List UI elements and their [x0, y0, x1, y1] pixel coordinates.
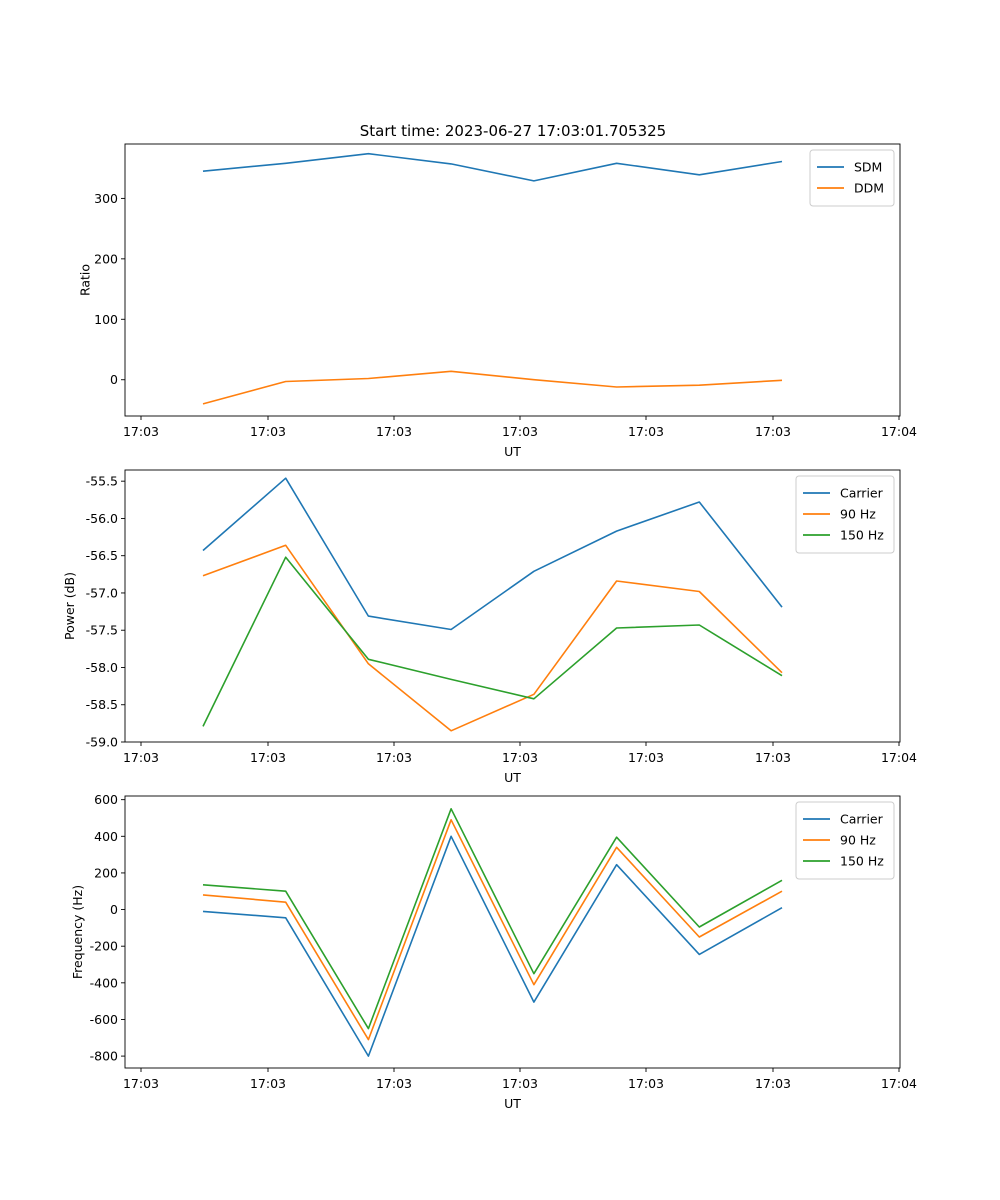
- y-tick-label: 0: [110, 372, 118, 387]
- x-tick-label: 17:03: [250, 1076, 286, 1091]
- x-tick-label: 17:03: [628, 750, 664, 765]
- x-axis-label: UT: [504, 444, 521, 459]
- x-tick-label: 17:03: [250, 424, 286, 439]
- axes-frame: [124, 469, 901, 743]
- y-tick-label: 0: [110, 902, 118, 917]
- x-tick-label: 17:03: [123, 750, 159, 765]
- x-tick-label: 17:03: [755, 750, 791, 765]
- legend-entry: Carrier: [840, 812, 884, 827]
- x-tick-label: 17:04: [881, 750, 917, 765]
- legend-entry: 150 Hz: [840, 528, 884, 543]
- x-tick-label: 17:04: [881, 424, 917, 439]
- y-tick-label: -55.5: [86, 474, 118, 489]
- y-tick-label: -57.0: [86, 585, 118, 600]
- legend: SDM DDM: [809, 149, 895, 207]
- x-tick-label: 17:03: [628, 424, 664, 439]
- x-tick-label: 17:03: [250, 750, 286, 765]
- y-tick-label: -56.0: [86, 511, 118, 526]
- x-axis-label: UT: [504, 1096, 521, 1111]
- y-tick-label: -600: [90, 1012, 118, 1027]
- legend-entry: SDM: [854, 160, 882, 175]
- y-tick-label: -56.5: [86, 548, 118, 563]
- y-tick-label: -58.0: [86, 660, 118, 675]
- y-tick-label: -400: [90, 975, 118, 990]
- series-line-sdm: [202, 152, 783, 182]
- series-line-150-hz: [202, 807, 783, 1030]
- y-tick-label: 100: [94, 312, 118, 327]
- legend-entry: 150 Hz: [840, 854, 884, 869]
- legend-entry: 90 Hz: [840, 833, 876, 848]
- x-tick-label: 17:03: [502, 750, 538, 765]
- y-tick-label: -800: [90, 1049, 118, 1064]
- legend: Carrier 90 Hz 150 Hz: [795, 475, 895, 554]
- y-tick-label: 600: [94, 792, 118, 807]
- x-tick-label: 17:03: [755, 1076, 791, 1091]
- axes-frame: [124, 143, 901, 417]
- y-axis-label: Ratio: [78, 264, 93, 296]
- y-tick-label: 200: [94, 251, 118, 266]
- y-tick-label: -58.5: [86, 697, 118, 712]
- series-line-90-hz: [202, 544, 783, 732]
- legend-entry: 90 Hz: [840, 507, 876, 522]
- x-tick-label: 17:03: [123, 1076, 159, 1091]
- x-axis-label: UT: [504, 770, 521, 785]
- legend-box: [809, 149, 895, 207]
- y-tick-label: -57.5: [86, 623, 118, 638]
- y-axis-label: Power (dB): [62, 572, 77, 640]
- y-tick-label: 200: [94, 865, 118, 880]
- y-tick-label: -200: [90, 939, 118, 954]
- y-tick-label: -59.0: [86, 735, 118, 750]
- series-line-carrier: [202, 835, 783, 1057]
- series-line-90-hz: [202, 818, 783, 1041]
- legend-entry: Carrier: [840, 486, 884, 501]
- x-tick-label: 17:03: [755, 424, 791, 439]
- figure-title: Start time: 2023-06-27 17:03:01.705325: [360, 122, 666, 140]
- axes-frame: [124, 795, 901, 1069]
- y-tick-label: 400: [94, 829, 118, 844]
- y-tick-label: 300: [94, 191, 118, 206]
- x-tick-label: 17:03: [502, 1076, 538, 1091]
- x-tick-label: 17:04: [881, 1076, 917, 1091]
- x-tick-label: 17:03: [628, 1076, 664, 1091]
- x-tick-label: 17:03: [376, 1076, 412, 1091]
- series-line-150-hz: [202, 556, 783, 727]
- legend-box: [795, 801, 895, 880]
- legend-box: [795, 475, 895, 554]
- subplot-3: 17:03 17:03 17:03 17:03 17:03 17:03 17:04 UT -80…: [70, 792, 917, 1111]
- x-tick-label: 17:03: [123, 424, 159, 439]
- subplot-2: 17:03 17:03 17:03 17:03 17:03 17:03 17:04 UT -59…: [62, 469, 917, 785]
- series-line-ddm: [202, 370, 783, 405]
- series-line-carrier: [202, 477, 783, 631]
- x-tick-label: 17:03: [502, 424, 538, 439]
- legend: Carrier 90 Hz 150 Hz: [795, 801, 895, 880]
- y-axis-label: Frequency (Hz): [70, 885, 85, 979]
- subplot-1: 17:03 17:03 17:03 17:03 17:03 17:03 17:04 UT 0 10…: [78, 143, 917, 459]
- x-tick-label: 17:03: [376, 424, 412, 439]
- x-tick-label: 17:03: [376, 750, 412, 765]
- legend-entry: DDM: [854, 181, 884, 196]
